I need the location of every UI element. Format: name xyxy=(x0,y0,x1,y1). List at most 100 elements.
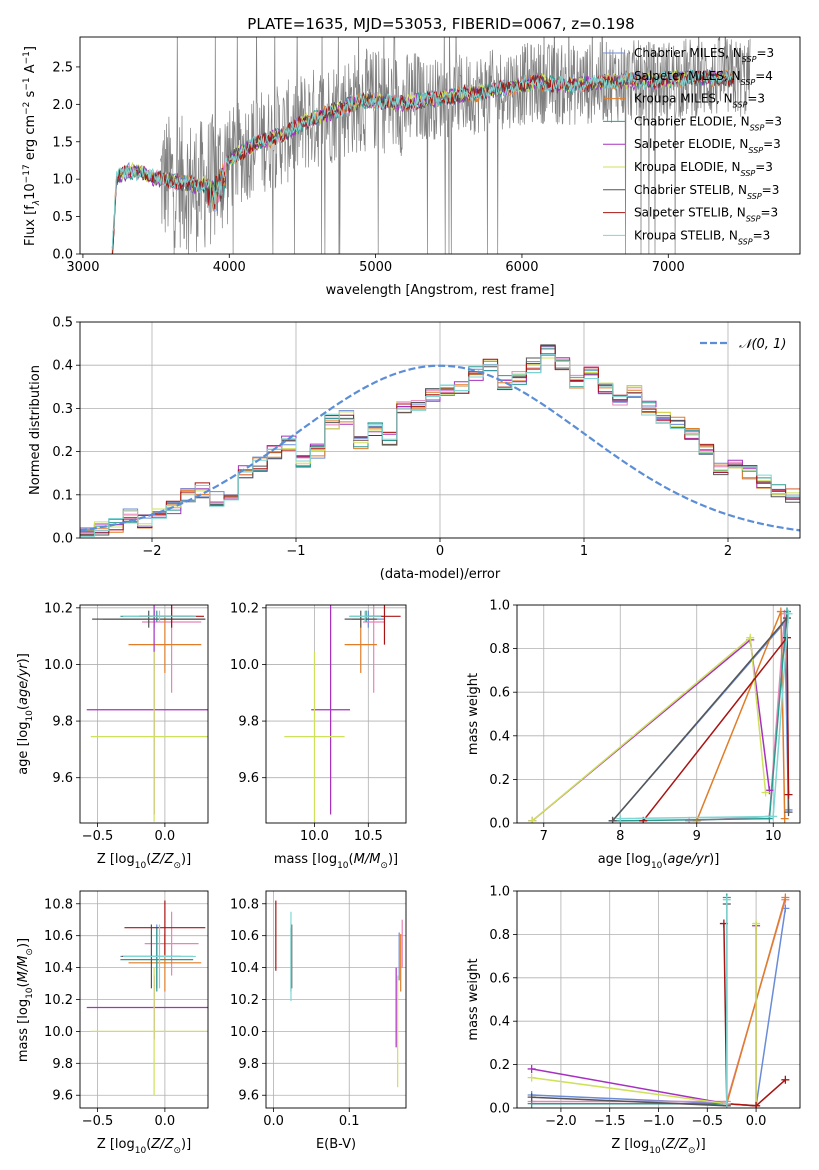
y-tick-label: 0.6 xyxy=(489,686,510,701)
panel-mass-weight-vs-age: 7 8 9 10 0.0 0.2 0.4 0.6 0.8 1.0 age [log10(age/yr… xyxy=(466,599,801,871)
error-bar-point xyxy=(120,927,194,992)
panel-mass-vs-Z: −0.5 0.0 9.6 9.8 10.0 10.2 10.4 10.6 10.8 Z [log1… xyxy=(16,890,209,1156)
y-tick-label: 9.6 xyxy=(238,771,259,786)
x-tick-label: 0.0 xyxy=(155,1114,176,1129)
error-bar-point xyxy=(128,616,202,673)
axes-frame xyxy=(79,890,209,1109)
x-axis-label: Z [log10(Z/Z⊙)] xyxy=(97,1137,191,1156)
y-tick-label: 9.6 xyxy=(238,1089,259,1104)
x-axis-label: mass [log10(M/M⊙)] xyxy=(274,852,398,871)
x-tick-label: 8 xyxy=(616,829,624,844)
x-axis-label: (data-model)/error xyxy=(380,567,501,582)
y-axis-label: Flux [fλ10−17 erg cm−2 s−1 A−1] xyxy=(22,46,42,246)
y-axis-label: mass weight xyxy=(466,958,481,1040)
axes-frame xyxy=(79,604,209,824)
plus-marker xyxy=(784,609,793,618)
y-tick-label: 10.0 xyxy=(230,1025,259,1040)
axes-frame xyxy=(516,890,801,1109)
y-tick-label: 10.2 xyxy=(44,993,73,1008)
error-bar-point xyxy=(123,610,196,622)
panel-age-vs-Z: −0.5 0.0 9.6 9.8 10.0 10.2 Z [log10(Z/Z⊙)] age … xyxy=(16,601,209,871)
error-bar-point xyxy=(344,610,377,628)
y-tick-label: 0.0 xyxy=(52,532,73,547)
x-tick-label: 3000 xyxy=(66,260,99,275)
y-tick-label: 0.2 xyxy=(52,445,73,460)
mass-weight-line-5 xyxy=(531,923,757,1107)
plus-marker xyxy=(784,790,793,799)
y-tick-label: 10.8 xyxy=(44,897,73,912)
mass-weight-vs-Z-plot-area xyxy=(517,891,800,1108)
panel-age-vs-mass: 10.0 10.5 9.6 9.8 10.0 10.2 mass [log10(M/M⊙)] xyxy=(230,601,407,871)
mass-weight-line-5 xyxy=(531,636,767,822)
x-tick-label: 0.0 xyxy=(155,829,176,844)
x-tick-label: 6000 xyxy=(505,260,538,275)
y-tick-label: 10.0 xyxy=(44,1025,73,1040)
x-tick-label: −0.5 xyxy=(82,829,114,844)
plus-marker xyxy=(608,816,617,823)
x-tick-label: 0 xyxy=(436,544,444,559)
plus-marker xyxy=(527,1093,536,1102)
x-axis-label: E(B-V) xyxy=(316,1137,356,1152)
error-bar-point xyxy=(124,900,206,955)
y-tick-label: 0.5 xyxy=(52,210,73,225)
y-tick-label: 1.0 xyxy=(489,599,510,614)
y-tick-label: 9.8 xyxy=(238,1057,259,1072)
mass-weight-line-7 xyxy=(642,635,790,822)
x-tick-label: −0.5 xyxy=(82,1114,114,1129)
axes-frame xyxy=(265,604,407,824)
mass-weight-line-7 xyxy=(723,923,786,1107)
x-tick-label: 7000 xyxy=(652,260,685,275)
plus-marker xyxy=(722,1099,731,1108)
legend-label: Kroupa MILES, NSSP=3 xyxy=(634,92,765,110)
plus-marker xyxy=(781,893,790,902)
residual-histogram-2 xyxy=(80,354,800,533)
axes-frame xyxy=(79,321,801,539)
legend-label: 𝒩(0, 1) xyxy=(739,337,786,352)
legend-label: Chabrier STELIB, NSSP=3 xyxy=(634,183,779,201)
mass-vs-ebv-plot-area xyxy=(266,891,406,1108)
y-tick-label: 9.6 xyxy=(52,1089,73,1104)
y-tick-label: 10.4 xyxy=(230,961,259,976)
plus-marker xyxy=(527,1064,536,1073)
mass-weight-line-4 xyxy=(531,925,757,1107)
y-tick-label: 0.8 xyxy=(489,642,510,657)
y-tick-label: 10.0 xyxy=(44,658,73,673)
y-tick-label: 0.0 xyxy=(52,248,73,263)
mass-weight-line-8 xyxy=(620,613,790,820)
panel-mass-vs-ebv: 0.0 0.1 9.6 9.8 10.0 10.2 10.4 10.6 10.8 E(B-V) xyxy=(230,890,407,1152)
spectrum-plot-area xyxy=(111,37,751,254)
residual-histogram-1 xyxy=(80,348,800,531)
x-tick-label: 0.1 xyxy=(339,1114,360,1129)
y-tick-label: 0.2 xyxy=(489,1058,510,1073)
x-tick-label: 7 xyxy=(540,829,548,844)
residual-histogram-3 xyxy=(80,348,800,532)
panel-mass-weight-vs-Z: −2.0 −1.5 −1.0 −0.5 0.0 0.0 0.2 0.4 0.6 0.8 1.0 Z [… xyxy=(466,885,801,1156)
y-tick-label: 2.0 xyxy=(52,98,73,113)
y-tick-label: 1.0 xyxy=(489,885,510,900)
x-tick-label: 0.0 xyxy=(746,1114,767,1129)
x-tick-label: 9 xyxy=(693,829,701,844)
axes-frame xyxy=(516,604,801,824)
y-tick-label: 10.2 xyxy=(44,601,73,616)
error-bar-point xyxy=(348,610,382,622)
plus-marker xyxy=(752,919,761,928)
y-tick-label: 0.4 xyxy=(489,729,510,744)
residual-histogram-6 xyxy=(80,344,800,536)
y-tick-label: 0.6 xyxy=(489,971,510,986)
model-spectrum-8 xyxy=(111,69,735,251)
y-tick-label: 10.4 xyxy=(44,961,73,976)
x-axis-label: Z [log10(Z/Z⊙)] xyxy=(611,1137,705,1156)
y-tick-label: 9.8 xyxy=(52,1057,73,1072)
residual-histogram-4 xyxy=(80,353,800,533)
plus-marker xyxy=(752,1101,761,1108)
legend-label: Kroupa ELODIE, NSSP=3 xyxy=(634,160,773,178)
error-bar-point xyxy=(90,651,208,822)
y-axis-label: age [log10(age/yr)] xyxy=(16,653,35,775)
panel-spectrum: 3000 4000 5000 6000 7000 0.0 0.5 1.0 1.5 2.0 2.5 Ch… xyxy=(22,36,801,298)
error-bar-point xyxy=(123,924,196,989)
residual-histogram-8 xyxy=(80,354,800,537)
y-tick-label: 0.2 xyxy=(489,773,510,788)
plus-marker xyxy=(746,633,755,642)
x-axis-label: wavelength [Angstrom, rest frame] xyxy=(326,283,555,298)
x-tick-label: 2 xyxy=(724,544,732,559)
